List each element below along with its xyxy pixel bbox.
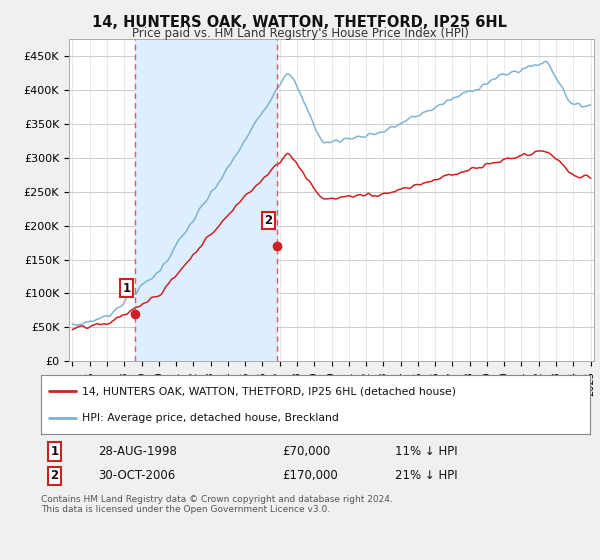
- Text: HPI: Average price, detached house, Breckland: HPI: Average price, detached house, Brec…: [82, 413, 339, 423]
- Text: 2: 2: [264, 214, 272, 227]
- Text: £170,000: £170,000: [283, 469, 338, 482]
- Text: 14, HUNTERS OAK, WATTON, THETFORD, IP25 6HL (detached house): 14, HUNTERS OAK, WATTON, THETFORD, IP25 …: [82, 386, 456, 396]
- Text: Contains HM Land Registry data © Crown copyright and database right 2024.
This d: Contains HM Land Registry data © Crown c…: [41, 494, 392, 514]
- Text: £70,000: £70,000: [283, 445, 331, 458]
- Text: 21% ↓ HPI: 21% ↓ HPI: [395, 469, 458, 482]
- Text: 1: 1: [122, 282, 131, 295]
- Bar: [136, 39, 277, 361]
- Text: 1: 1: [50, 445, 59, 458]
- Text: Price paid vs. HM Land Registry's House Price Index (HPI): Price paid vs. HM Land Registry's House …: [131, 27, 469, 40]
- Text: 2: 2: [50, 469, 59, 482]
- Text: 11% ↓ HPI: 11% ↓ HPI: [395, 445, 458, 458]
- Text: 30-OCT-2006: 30-OCT-2006: [98, 469, 176, 482]
- Text: 28-AUG-1998: 28-AUG-1998: [98, 445, 178, 458]
- Text: 14, HUNTERS OAK, WATTON, THETFORD, IP25 6HL: 14, HUNTERS OAK, WATTON, THETFORD, IP25 …: [92, 15, 508, 30]
